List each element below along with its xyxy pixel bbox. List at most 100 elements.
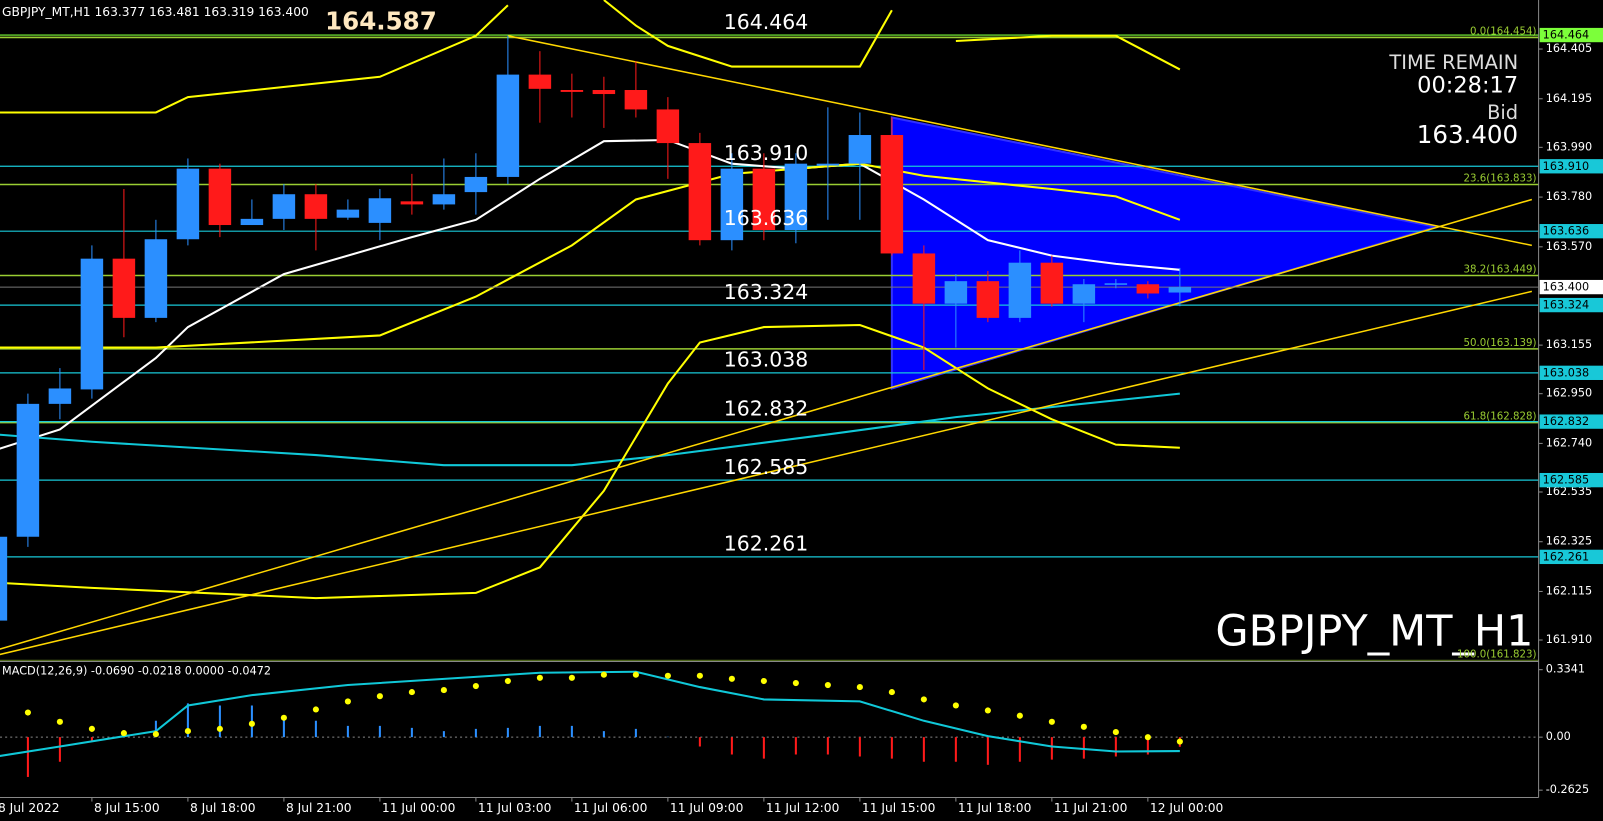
- price-box: [1539, 159, 1603, 174]
- bid-title: Bid: [1487, 101, 1518, 124]
- x-tick-label: 11 Jul 06:00: [574, 801, 647, 815]
- candle-body: [432, 194, 456, 205]
- signal-dot: [472, 682, 479, 690]
- price-panel: [0, 0, 1539, 661]
- signal-dot: [824, 681, 831, 689]
- y-tick-label: 161.910: [1546, 633, 1592, 646]
- indicator-line: [0, 0, 1181, 114]
- candle-body: [752, 168, 776, 231]
- candle-body: [720, 168, 744, 241]
- candle-body: [400, 201, 424, 205]
- price-box: [1539, 27, 1603, 43]
- price-box: [1539, 472, 1603, 488]
- indicator-line: [0, 392, 1180, 467]
- candle-body: [1040, 262, 1064, 304]
- level-label: 163.324: [724, 280, 809, 304]
- candle-body: [880, 135, 904, 254]
- fib-label: 0.0(164.454): [1470, 26, 1536, 37]
- y-tick-label: 0.3341: [1546, 663, 1585, 676]
- signal-dot: [1016, 712, 1023, 719]
- indicator-line: [0, 138, 1180, 450]
- candle-body: [1008, 262, 1032, 318]
- macd-title: MACD(12,26,9) -0.0690 -0.0218 0.0000 -0.…: [2, 665, 271, 678]
- price-box-label: 163.910: [1543, 160, 1589, 173]
- time-remain: 00:28:17: [1417, 72, 1518, 98]
- price-box-label: 163.038: [1543, 366, 1589, 379]
- trendline: [507, 35, 1533, 247]
- candle-body: [656, 109, 680, 144]
- price-box: [1539, 297, 1603, 313]
- y-tick-label: 164.195: [1546, 92, 1592, 105]
- candle-body: [464, 176, 488, 193]
- price-box-label: 162.585: [1543, 474, 1589, 487]
- signal-dot: [248, 720, 255, 727]
- candle-body: [48, 388, 72, 404]
- signal-dot: [984, 707, 991, 714]
- bid-price: 163.400: [1417, 120, 1518, 149]
- signal-dot: [344, 698, 351, 705]
- candle-body: [1072, 284, 1096, 304]
- fib-label: 50.0(163.139): [1464, 338, 1537, 349]
- axes: [0, 0, 1543, 802]
- candle-body: [0, 536, 8, 621]
- candle-body: [848, 135, 872, 164]
- x-tick-label: 8 Jul 15:00: [94, 801, 160, 815]
- candle-body: [1104, 283, 1128, 285]
- signal-dot: [504, 677, 511, 685]
- signal-dot: [280, 714, 287, 721]
- signal-dot: [312, 706, 319, 713]
- watermark: GBPJPY_MT_H1: [1215, 606, 1533, 656]
- candle-body: [176, 168, 200, 240]
- x-tick-label: 8 Jul 21:00: [286, 801, 352, 815]
- signal-dot: [952, 702, 959, 709]
- time-remain-title: TIME REMAIN: [1388, 51, 1518, 74]
- indicator-line: [0, 323, 1180, 600]
- candle-body: [976, 281, 1000, 318]
- candle-body: [592, 90, 616, 95]
- y-tick-label: 162.325: [1546, 535, 1592, 548]
- signal-dot: [152, 731, 159, 738]
- fib-label: 100.0(161.823): [1457, 649, 1536, 660]
- y-tick-label: -0.2625: [1546, 783, 1589, 796]
- price-box: [1539, 414, 1603, 429]
- candle-body: [336, 209, 360, 218]
- y-tick-label: 163.570: [1546, 240, 1592, 253]
- signal-dot: [1176, 738, 1183, 745]
- level-label: 162.261: [724, 532, 809, 556]
- y-tick-label: 163.990: [1546, 140, 1592, 153]
- level-label: 163.636: [724, 206, 809, 230]
- signal-dot: [600, 671, 607, 678]
- signal-dot: [1144, 734, 1151, 741]
- level-label: 163.910: [724, 141, 809, 165]
- y-tick-label: 163.155: [1546, 338, 1592, 351]
- signal-dot: [728, 675, 735, 682]
- macd-line: [0, 670, 1180, 757]
- fib-label: 61.8(162.828): [1464, 411, 1537, 422]
- candle-body: [912, 253, 936, 304]
- signal-dot: [88, 725, 95, 732]
- signal-dot: [120, 730, 127, 737]
- candle-body: [272, 194, 296, 219]
- x-tick-label: 12 Jul 00:00: [1150, 801, 1223, 815]
- symbol-header: GBPJPY_MT,H1 163.377 163.481 163.319 163…: [2, 5, 309, 19]
- signal-dot: [24, 709, 31, 716]
- y-tick-label: 164.405: [1546, 42, 1592, 55]
- fib-label: 23.6(163.833): [1464, 173, 1537, 184]
- x-tick-label: 8 Jul 2022: [0, 801, 59, 815]
- candle-body: [208, 168, 232, 226]
- x-tick-label: 11 Jul 15:00: [862, 801, 935, 815]
- signal-dot: [568, 674, 575, 681]
- candle-body: [144, 239, 168, 318]
- candle-body: [944, 281, 968, 304]
- level-label: 162.832: [724, 396, 809, 420]
- price-box-label: 163.324: [1543, 299, 1589, 312]
- signal-dot: [1112, 729, 1119, 736]
- signal-dot: [216, 725, 223, 732]
- price-box-label: 164.464: [1543, 29, 1589, 42]
- trendline: [0, 290, 1533, 656]
- y-tick-label: 162.950: [1546, 387, 1592, 400]
- candle-body: [304, 194, 328, 219]
